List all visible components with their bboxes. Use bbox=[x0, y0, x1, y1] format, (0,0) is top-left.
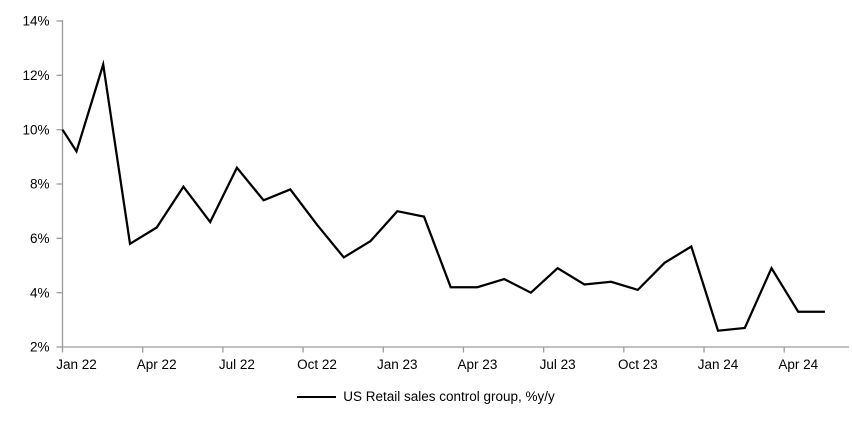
y-tick-label: 10% bbox=[22, 122, 49, 137]
x-tick-label: Oct 23 bbox=[618, 357, 658, 372]
series-line-us-retail-control-group bbox=[61, 59, 825, 332]
x-tick-label: Apr 22 bbox=[137, 357, 177, 372]
y-tick-label: 4% bbox=[30, 285, 50, 300]
x-tick-label: Jan 23 bbox=[377, 357, 418, 372]
x-tick-label: Jul 23 bbox=[540, 357, 576, 372]
x-tick-label: Jul 22 bbox=[219, 357, 255, 372]
legend-label: US Retail sales control group, %y/y bbox=[343, 389, 555, 404]
y-tick-label: 6% bbox=[30, 231, 50, 246]
x-tick-label: Oct 22 bbox=[297, 357, 337, 372]
x-tick-label: Jan 22 bbox=[56, 357, 97, 372]
legend-line-sample bbox=[297, 395, 337, 398]
y-tick-label: 12% bbox=[22, 68, 49, 83]
x-tick-label: Jan 24 bbox=[698, 357, 739, 372]
y-tick-label: 14% bbox=[22, 14, 49, 29]
x-tick-label: Apr 23 bbox=[458, 357, 498, 372]
x-tick-label: Apr 24 bbox=[778, 357, 818, 372]
chart-legend: US Retail sales control group, %y/y bbox=[0, 389, 852, 404]
y-tick-label: 2% bbox=[30, 340, 50, 355]
y-tick-label: 8% bbox=[30, 177, 50, 192]
